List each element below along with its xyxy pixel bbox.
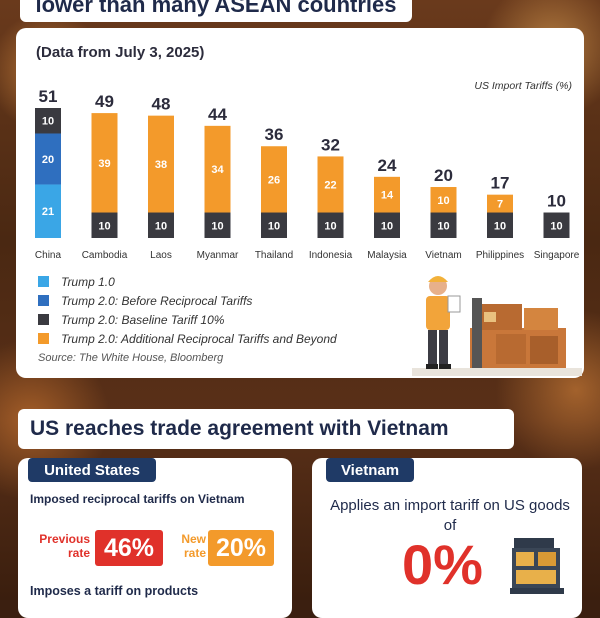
category-label: China <box>35 250 62 261</box>
legend-item: Trump 1.0 <box>38 272 337 291</box>
headline: lower than many ASEAN countries <box>20 0 412 22</box>
bar-segment <box>317 212 344 238</box>
legend-swatch <box>38 314 49 325</box>
category-label: Philippines <box>476 250 524 261</box>
bar-segment <box>487 194 513 213</box>
bar-segment-label: 26 <box>268 174 280 186</box>
category-label: Indonesia <box>309 250 353 261</box>
bar-total-label: 24 <box>378 156 397 175</box>
bar-total-label: 49 <box>95 92 114 111</box>
bar-segment-label: 7 <box>497 199 503 211</box>
legend-label: Trump 2.0: Baseline Tariff 10% <box>61 312 225 327</box>
legend-item: Trump 2.0: Baseline Tariff 10% <box>38 310 337 329</box>
bar-segment-label: 14 <box>381 190 394 202</box>
vietnam-tariff-value: 0% <box>402 533 483 596</box>
bar-segment-label: 10 <box>324 220 336 232</box>
bar-segment <box>204 125 231 213</box>
bar-segment <box>261 146 287 213</box>
vietnam-tab: Vietnam <box>326 458 414 482</box>
bar-segment <box>35 133 61 185</box>
bar-total-label: 32 <box>321 135 340 154</box>
bar-segment <box>204 212 231 238</box>
bar-segment <box>487 212 513 238</box>
source-note: Source: The White House, Bloomberg <box>38 352 224 364</box>
bar-segment-label: 10 <box>494 220 506 232</box>
bar-segment <box>430 212 457 238</box>
legend-item: Trump 2.0: Before Reciprocal Tariffs <box>38 291 337 310</box>
bar-total-label: 48 <box>152 95 171 114</box>
bar-segment <box>91 113 118 213</box>
legend-label: Trump 1.0 <box>61 274 115 289</box>
bar-segment-label: 10 <box>268 220 280 232</box>
new-rate-label: New rate <box>181 532 206 560</box>
bar-segment-label: 10 <box>211 220 223 232</box>
new-rate-value: 20% <box>208 530 274 566</box>
bar-segment-label: 21 <box>42 206 54 218</box>
bar-segment-label: 10 <box>550 220 562 232</box>
category-label: Thailand <box>255 250 293 261</box>
warehouse-worker-illustration <box>412 276 582 376</box>
bar-segment-label: 39 <box>98 158 110 170</box>
bar-segment-label: 20 <box>42 154 54 166</box>
bar-segment-label: 34 <box>211 164 224 176</box>
us-more-text: Imposes a tariff on products <box>30 584 199 598</box>
bar-segment <box>148 115 174 213</box>
vietnam-subtitle: Applies an import tariff on US goods of <box>330 497 570 534</box>
category-label: Cambodia <box>82 250 128 261</box>
bar-total-label: 17 <box>491 174 510 193</box>
category-label: Myanmar <box>197 250 239 261</box>
bar-segment <box>374 212 400 238</box>
bar-total-label: 20 <box>434 166 453 185</box>
bar-segment-label: 38 <box>155 159 167 171</box>
bar-total-label: 51 <box>39 87 58 106</box>
section-title: US reaches trade agreement with Vietnam <box>18 409 514 449</box>
category-label: Malaysia <box>367 250 407 261</box>
category-label: Vietnam <box>425 250 462 261</box>
bar-segment-label: 22 <box>324 179 336 191</box>
bar-segment <box>430 187 457 213</box>
bar-segment <box>543 212 570 238</box>
chart-title: US Import Tariffs (%) <box>474 80 572 92</box>
bar-total-label: 10 <box>547 192 566 211</box>
shopping-cart-illustration <box>510 538 564 594</box>
legend-swatch <box>38 295 49 306</box>
bar-segment <box>374 176 400 213</box>
us-subtitle: Imposed reciprocal tariffs on Vietnam <box>30 492 245 506</box>
tariff-bar-chart: 21 20 10 51 China 10 39 49 Cambodia 10 38 48 Laos 10 3… <box>35 87 580 261</box>
legend-label: Trump 2.0: Before Reciprocal Tariffs <box>61 293 253 308</box>
bar-total-label: 44 <box>208 105 227 124</box>
bar-segment-label: 10 <box>381 220 393 232</box>
united-states-tab: United States <box>28 458 156 482</box>
category-label: Singapore <box>534 250 580 261</box>
previous-rate-value: 46% <box>95 530 163 566</box>
bar-segment <box>317 156 344 213</box>
previous-rate-label: Previous rate <box>39 532 90 560</box>
legend-item: Trump 2.0: Additional Reciprocal Tariffs… <box>38 329 337 348</box>
bar-segment-label: 10 <box>42 116 54 128</box>
bar-segment <box>91 212 118 238</box>
bar-segment <box>148 212 174 238</box>
bar-segment-label: 10 <box>437 195 449 207</box>
bar-total-label: 36 <box>265 125 284 144</box>
bar-segment-label: 10 <box>437 220 449 232</box>
legend-label: Trump 2.0: Additional Reciprocal Tariffs… <box>61 331 337 346</box>
legend-swatch <box>38 276 49 287</box>
legend-swatch <box>38 333 49 344</box>
bar-segment-label: 10 <box>155 220 167 232</box>
category-label: Laos <box>150 250 172 261</box>
bar-segment-label: 10 <box>98 220 110 232</box>
bar-segment <box>261 212 287 238</box>
bar-segment <box>35 108 61 134</box>
chart-legend: Trump 1.0 Trump 2.0: Before Reciprocal Ta… <box>38 272 337 348</box>
data-date-note: (Data from July 3, 2025) <box>36 44 205 61</box>
bar-segment <box>35 184 61 238</box>
